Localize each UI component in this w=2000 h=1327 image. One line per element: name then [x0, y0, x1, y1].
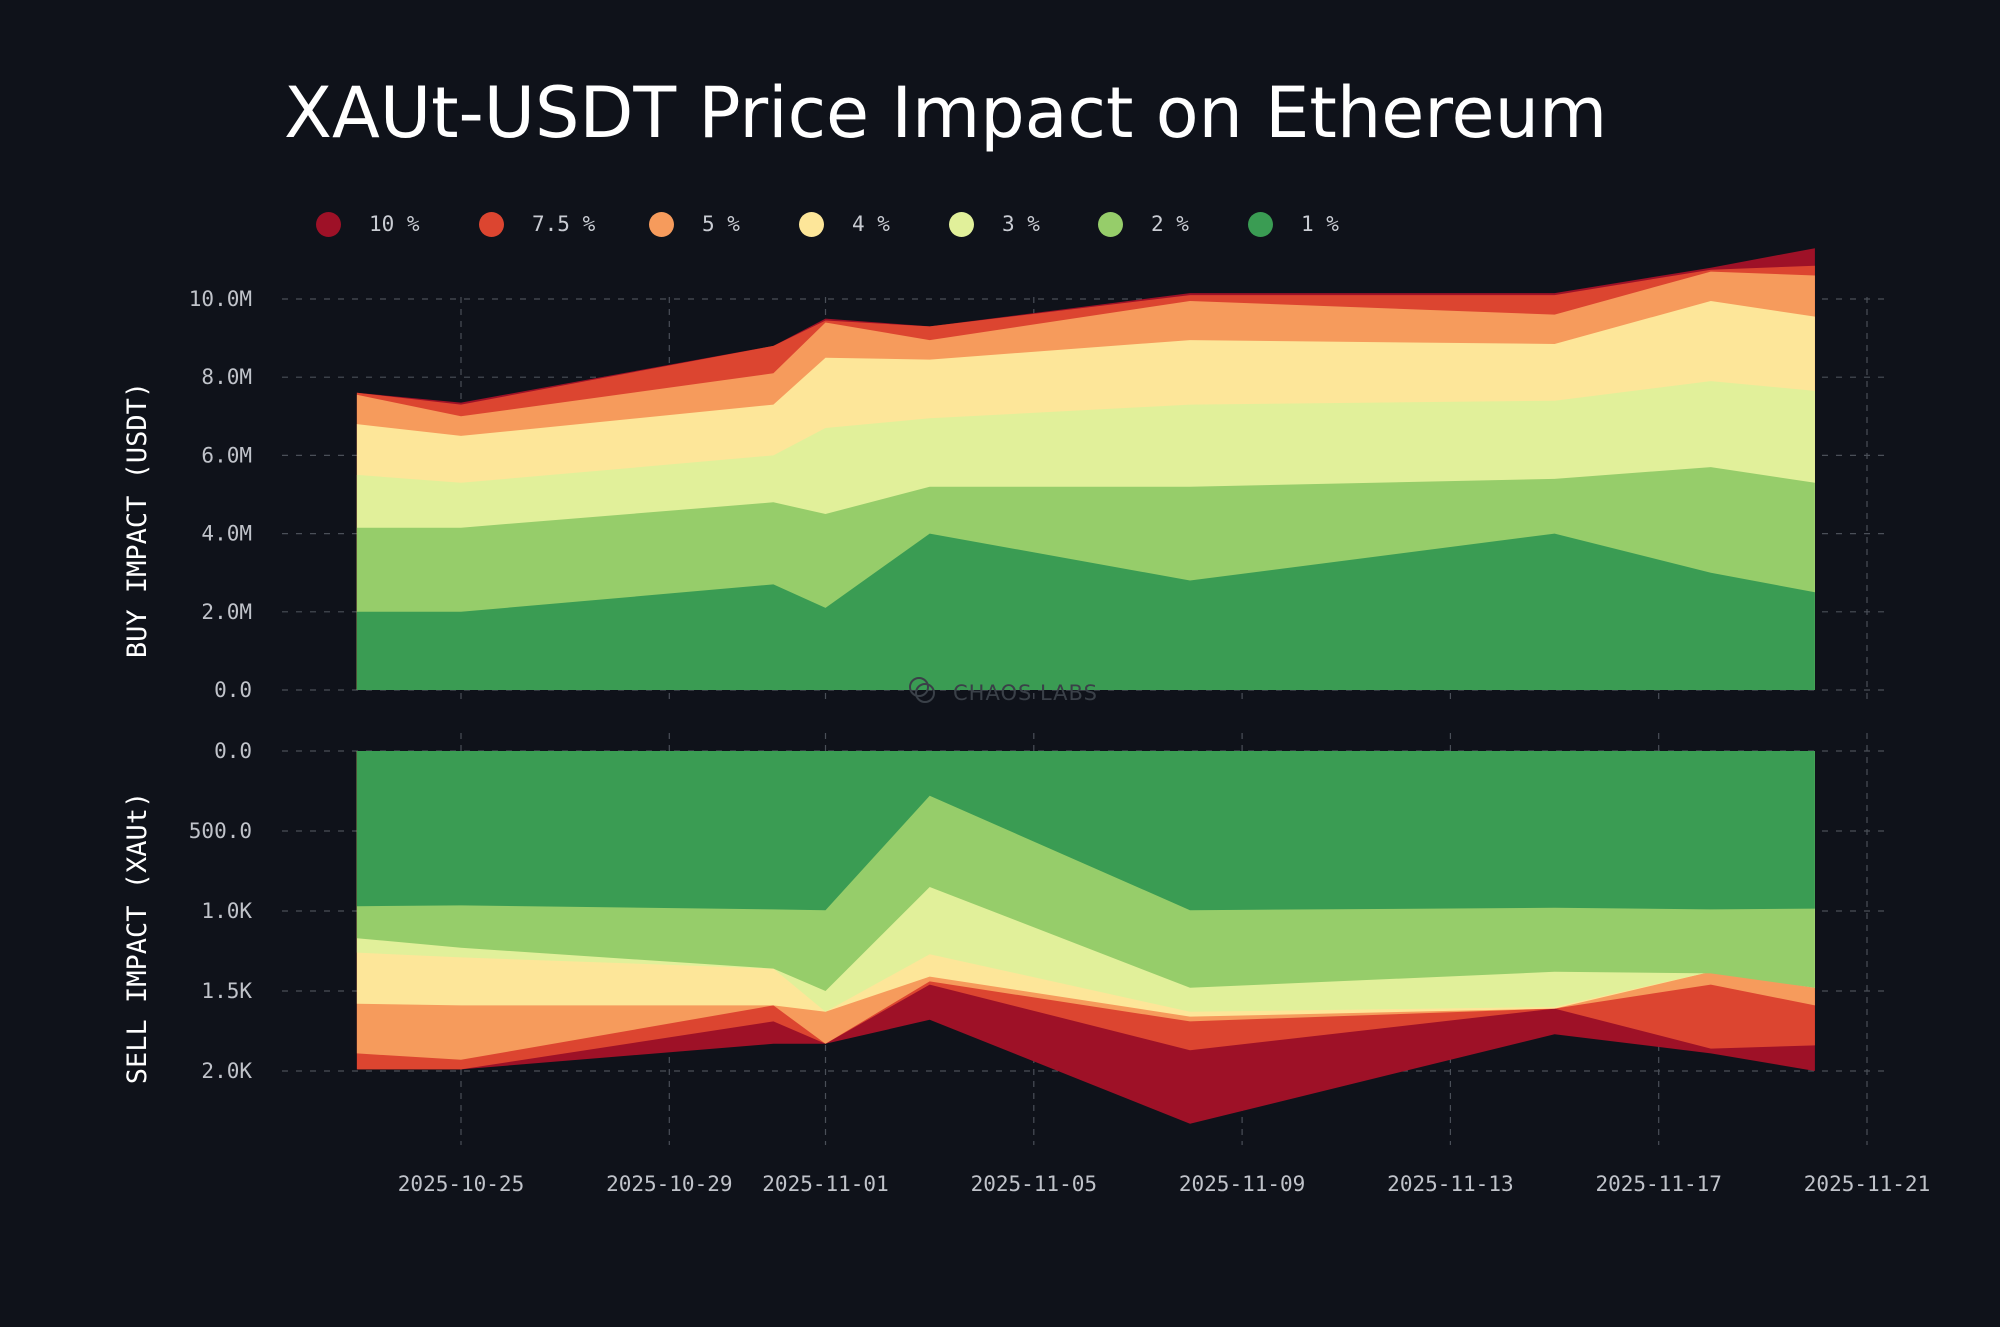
buy-y-tick-label: 6.0M: [201, 443, 252, 467]
x-tick-label: 2025-10-29: [606, 1172, 732, 1196]
legend-dot-5: [649, 212, 674, 237]
buy-y-tick-label: 0.0: [214, 678, 252, 702]
legend-dot-2: [1098, 212, 1123, 237]
x-tick-label: 2025-11-13: [1387, 1172, 1513, 1196]
legend-label-4: 4 %: [852, 212, 890, 236]
sell-y-tick-label: 1.5K: [201, 979, 252, 1003]
buy-axis-title: BUY IMPACT (USDT): [122, 382, 153, 658]
x-tick-label: 2025-11-05: [971, 1172, 1097, 1196]
buy-y-tick-label: 4.0M: [201, 522, 252, 546]
legend-label-10: 10 %: [369, 212, 420, 236]
sell-y-tick-label: 1.0K: [201, 899, 252, 923]
x-tick-label: 2025-11-01: [762, 1172, 888, 1196]
buy-y-tick-label: 2.0M: [201, 600, 252, 624]
sell-y-tick-label: 2.0K: [201, 1059, 252, 1083]
legend-dot-7-5: [479, 212, 504, 237]
watermark: CHAOS LABS: [909, 677, 1098, 705]
sell-axis-title: SELL IMPACT (XAUt): [122, 792, 153, 1085]
legend-dot-4: [799, 212, 824, 237]
legend-dot-10: [316, 212, 341, 237]
watermark-text: CHAOS LABS: [953, 681, 1098, 705]
legend-label-1: 1 %: [1301, 212, 1339, 236]
buy-y-tick-label: 10.0M: [189, 287, 252, 311]
legend-label-7-5: 7.5 %: [532, 212, 596, 236]
sell-y-tick-label: 500.0: [189, 819, 252, 843]
chart-title: XAUt-USDT Price Impact on Ethereum: [284, 72, 1608, 154]
legend-label-3: 3 %: [1002, 212, 1040, 236]
legend-label-5: 5 %: [702, 212, 740, 236]
x-tick-label: 2025-11-21: [1804, 1172, 1930, 1196]
buy-area-1: [356, 533, 1815, 690]
sell-area-1: [356, 751, 1815, 911]
x-tick-label: 2025-10-25: [398, 1172, 524, 1196]
buy-y-tick-label: 8.0M: [201, 365, 252, 389]
legend-dot-3: [949, 212, 974, 237]
legend-dot-1: [1248, 212, 1273, 237]
sell-y-tick-label: 0.0: [214, 739, 252, 763]
legend-label-2: 2 %: [1151, 212, 1189, 236]
x-tick-label: 2025-11-09: [1179, 1172, 1305, 1196]
area-layer: [356, 248, 1815, 1124]
axis-layer: 2025-10-25 2025-10-29 2025-11-01 2025-11-05…: [189, 287, 1930, 1196]
x-tick-label: 2025-11-17: [1595, 1172, 1721, 1196]
